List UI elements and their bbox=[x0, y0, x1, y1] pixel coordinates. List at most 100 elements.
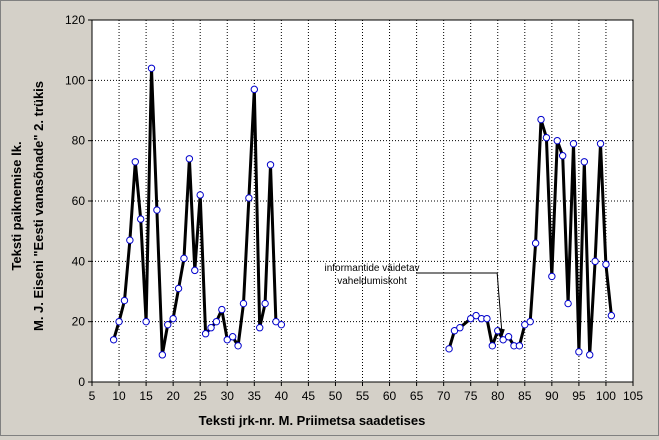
x-tick-label: 90 bbox=[545, 389, 559, 403]
x-tick-label: 100 bbox=[596, 389, 616, 403]
x-tick-label: 15 bbox=[139, 389, 153, 403]
y-tick-label: 80 bbox=[72, 134, 86, 148]
grid-lines bbox=[92, 20, 633, 382]
data-point bbox=[467, 314, 475, 323]
x-tick-label: 105 bbox=[623, 389, 643, 403]
data-point bbox=[445, 345, 453, 353]
data-point bbox=[531, 239, 540, 247]
data-point bbox=[483, 314, 491, 323]
data-point bbox=[109, 336, 118, 344]
data-point bbox=[499, 336, 507, 344]
y-tick-label: 40 bbox=[72, 254, 86, 268]
x-tick-label: 95 bbox=[572, 389, 586, 403]
axes: 0 20 40 60 80 100 120 5 10 15 20 25 30 35 40 45 50 55 60 65… bbox=[65, 13, 643, 403]
data-point bbox=[256, 324, 264, 332]
data-point bbox=[558, 152, 567, 160]
data-point bbox=[131, 158, 139, 166]
x-tick-label: 85 bbox=[518, 389, 532, 403]
x-tick-label: 25 bbox=[194, 389, 208, 403]
x-tick-label: 60 bbox=[383, 389, 397, 403]
x-tick-label: 45 bbox=[302, 389, 316, 403]
y-tick-label: 120 bbox=[65, 13, 85, 27]
data-point bbox=[120, 296, 129, 305]
annotation-text-line-2: vaheldumiskoht bbox=[337, 276, 407, 287]
data-point bbox=[142, 317, 150, 326]
data-point bbox=[228, 333, 237, 341]
data-point bbox=[169, 314, 177, 323]
x-tick-label: 70 bbox=[437, 389, 451, 403]
y-axis-label-line-2: M. J. Eiseni "Eesti vanasõnade" 2. trüki… bbox=[31, 81, 46, 331]
data-point bbox=[553, 136, 561, 145]
data-point bbox=[580, 158, 589, 166]
data-point bbox=[201, 330, 210, 338]
y-tick-label: 20 bbox=[72, 315, 86, 329]
x-tick-label: 10 bbox=[112, 389, 126, 403]
data-point bbox=[602, 260, 610, 269]
data-point bbox=[272, 317, 280, 326]
x-axis-label: Teksti jrk-nr. M. Priimetsa saadetises bbox=[199, 413, 426, 428]
data-point bbox=[126, 236, 134, 244]
data-point bbox=[596, 139, 605, 148]
data-point bbox=[218, 305, 226, 314]
data-point bbox=[521, 320, 529, 329]
data-point bbox=[607, 311, 616, 320]
data-point bbox=[180, 254, 188, 263]
data-point bbox=[456, 324, 464, 332]
data-point bbox=[250, 85, 259, 94]
data-point bbox=[515, 342, 524, 350]
data-point bbox=[191, 266, 199, 275]
x-tick-label: 40 bbox=[275, 389, 289, 403]
annotation-text-line-1: informantide väidetav bbox=[324, 263, 419, 274]
data-point bbox=[488, 342, 497, 350]
data-point bbox=[548, 272, 556, 281]
data-point bbox=[591, 257, 599, 266]
data-point bbox=[575, 348, 583, 356]
x-tick-label: 35 bbox=[248, 389, 262, 403]
x-tick-label: 80 bbox=[491, 389, 505, 403]
data-point bbox=[277, 320, 286, 329]
series-points bbox=[109, 64, 616, 359]
annotation: informantide väidetav vaheldumiskoht bbox=[324, 263, 505, 336]
x-tick-label: 5 bbox=[89, 389, 96, 403]
data-point bbox=[136, 215, 145, 223]
x-tick-label: 65 bbox=[410, 389, 424, 403]
data-point bbox=[450, 327, 459, 335]
x-tick-label: 50 bbox=[329, 389, 343, 403]
data-point bbox=[234, 342, 242, 350]
data-point bbox=[207, 324, 215, 332]
y-axis-label-line-1: Teksti paiknemise lk. bbox=[9, 141, 24, 270]
x-tick-label: 55 bbox=[356, 389, 370, 403]
data-point bbox=[261, 299, 269, 308]
data-point bbox=[526, 317, 534, 326]
data-point bbox=[158, 351, 167, 359]
y-tick-label: 100 bbox=[65, 73, 85, 87]
data-point bbox=[212, 317, 221, 326]
x-tick-label: 20 bbox=[166, 389, 180, 403]
data-point bbox=[504, 333, 513, 341]
data-point bbox=[542, 133, 551, 142]
data-point bbox=[147, 64, 156, 72]
x-tick-label: 75 bbox=[464, 389, 478, 403]
data-point bbox=[266, 161, 275, 169]
annotation-leader-line bbox=[496, 272, 503, 336]
y-tick-label: 60 bbox=[72, 194, 86, 208]
y-tick-label: 0 bbox=[78, 375, 85, 389]
data-point bbox=[164, 320, 172, 329]
series-line bbox=[112, 66, 283, 357]
data-point bbox=[185, 155, 194, 163]
data-point bbox=[586, 351, 594, 359]
data-point bbox=[245, 194, 253, 202]
data-point bbox=[153, 206, 161, 214]
data-point bbox=[537, 115, 545, 124]
data-point bbox=[569, 139, 578, 148]
data-point bbox=[472, 311, 480, 320]
data-point bbox=[564, 299, 572, 308]
data-point bbox=[223, 336, 231, 344]
x-tick-label: 30 bbox=[221, 389, 235, 403]
data-point bbox=[115, 317, 123, 326]
data-point bbox=[196, 191, 204, 199]
data-point bbox=[239, 299, 248, 308]
data-point bbox=[174, 284, 183, 293]
